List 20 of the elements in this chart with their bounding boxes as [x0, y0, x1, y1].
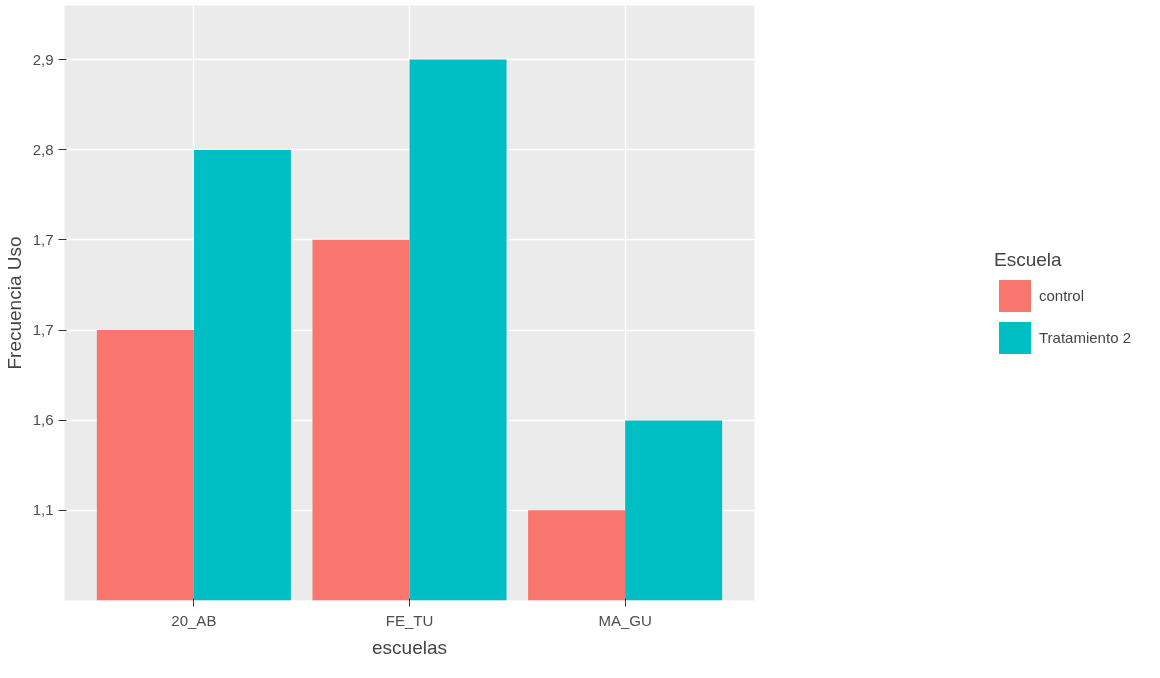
text: 2,8: [32, 140, 54, 158]
x-tick-label: FE_TU: [385, 611, 434, 629]
text: 1,7: [32, 230, 54, 248]
bar: [96, 330, 194, 601]
text: 1,6: [32, 411, 54, 429]
x-tick-label: 20_AB: [171, 611, 217, 629]
text: 1,1: [32, 501, 54, 519]
legend-title: Escuela: [994, 248, 1063, 270]
bar: [312, 239, 410, 601]
bar: [409, 59, 507, 601]
bar: [193, 149, 291, 601]
bar: [625, 420, 723, 601]
text: 2,9: [32, 50, 54, 68]
bar: [528, 510, 626, 601]
x-tick-label: MA_GU: [598, 611, 652, 629]
legend-label: Tratamiento 2: [1039, 327, 1131, 348]
y-axis-title: Frecuencia Uso: [3, 236, 25, 370]
legend-label: control: [1039, 285, 1085, 306]
x-axis-title: escuelas: [372, 636, 448, 658]
text: 1,7: [32, 321, 54, 339]
